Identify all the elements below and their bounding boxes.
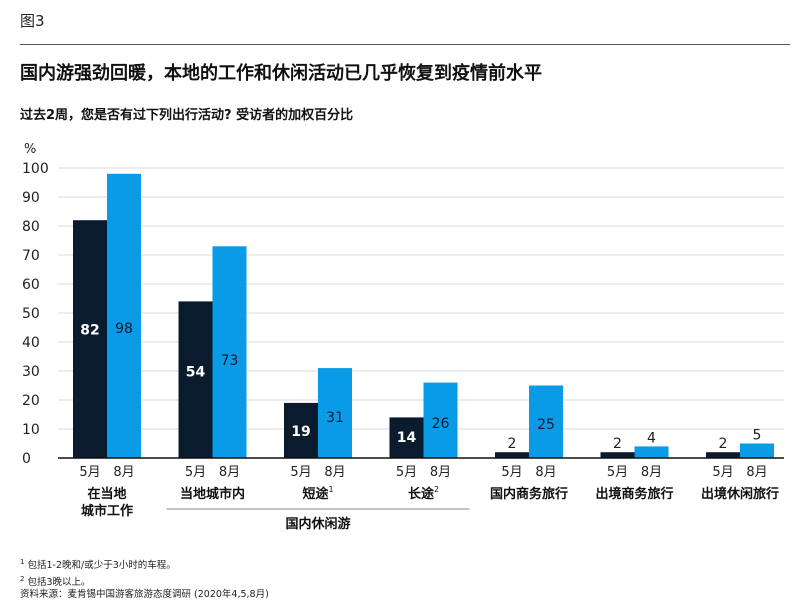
y-tick-label: 90 (22, 190, 40, 206)
y-tick-label: 60 (22, 277, 40, 293)
bar-may (178, 301, 213, 458)
bar-aug (318, 368, 352, 458)
y-tick-label: 100 (22, 161, 49, 177)
bar-value-label: 82 (80, 322, 99, 338)
category-label: 在当地 (87, 486, 126, 502)
x-tick-month-label: 8月 (324, 465, 345, 480)
bar-aug (634, 446, 669, 458)
x-tick-month-label: 5月 (290, 465, 311, 480)
x-tick-month-label: 8月 (746, 465, 767, 480)
category-label: 国内商务旅行 (490, 486, 568, 502)
bar-may (73, 220, 107, 458)
bar-value-label: 2 (508, 436, 517, 452)
source-note: 资料来源：麦肯锡中国游客旅游态度调研 (2020年4,5,8月) (20, 589, 269, 601)
bar-value-label: 73 (221, 353, 239, 369)
bar-aug (423, 382, 458, 458)
y-tick-label: 50 (22, 306, 40, 322)
category-label: 出境商务旅行 (595, 486, 673, 502)
y-tick-label: 20 (22, 393, 40, 409)
bar-value-label: 98 (115, 321, 133, 337)
x-tick-month-label: 8月 (219, 465, 240, 480)
bar-may (389, 417, 424, 458)
bar-value-label: 14 (397, 430, 417, 446)
category-label: 短途1 (302, 485, 333, 502)
category-label: 出境休闲旅行 (701, 486, 779, 502)
bar-value-label: 2 (719, 436, 728, 452)
x-tick-month-label: 5月 (79, 465, 100, 480)
bar-value-label: 19 (291, 424, 310, 440)
x-tick-month-label: 5月 (185, 465, 206, 480)
bar-value-label: 5 (753, 428, 762, 444)
footnotes: 1 包括1-2晚和/或少于3小时的车程。 2 包括3晚以上。 资料来源：麦肯锡中… (20, 556, 269, 602)
bar-aug (740, 443, 774, 458)
figure-label: 图3 (20, 12, 45, 30)
bar-value-label: 4 (647, 430, 656, 446)
x-tick-month-label: 5月 (396, 465, 417, 480)
bar-may (706, 452, 740, 458)
top-divider (20, 44, 790, 45)
chart-title: 国内游强劲回暖，本地的工作和休闲活动已几乎恢复到疫情前水平 (20, 63, 542, 84)
bar-value-label: 2 (613, 436, 622, 452)
y-tick-label: 40 (22, 335, 40, 351)
y-tick-label: 0 (22, 451, 31, 467)
category-label: 当地城市内 (180, 486, 245, 502)
y-tick-label: 30 (22, 364, 40, 380)
bar-may (600, 452, 635, 458)
group-label: 国内休闲游 (285, 516, 350, 532)
y-tick-label: 10 (22, 422, 40, 438)
footnote-2: 2 包括3晚以上。 (20, 574, 91, 588)
bar-aug (107, 173, 141, 459)
x-tick-month-label: 5月 (712, 465, 733, 480)
x-tick-month-label: 5月 (607, 465, 628, 480)
y-tick-label: 80 (22, 219, 40, 235)
x-tick-month-label: 5月 (501, 465, 522, 480)
y-tick-label: 70 (22, 248, 40, 264)
x-tick-month-label: 8月 (430, 465, 451, 480)
category-label: 城市工作 (81, 503, 133, 519)
bar-aug (529, 385, 563, 458)
bar-aug (212, 246, 247, 458)
footnote-1: 1 包括1-2晚和/或少于3小时的车程。 (20, 558, 176, 572)
bar-may (495, 452, 529, 458)
x-tick-month-label: 8月 (641, 465, 662, 480)
bar-value-label: 54 (186, 365, 206, 381)
chart-subtitle: 过去2周，您是否有过下列出行活动? 受访者的加权百分比 (20, 108, 354, 123)
x-tick-month-label: 8月 (535, 465, 556, 480)
bar-may (284, 402, 318, 458)
category-label: 长途2 (408, 485, 439, 502)
y-axis-unit-label: % (24, 142, 36, 157)
x-tick-month-label: 8月 (113, 465, 134, 480)
bar-value-label: 26 (432, 416, 450, 432)
bar-value-label: 25 (537, 417, 555, 433)
bar-value-label: 31 (326, 410, 344, 426)
